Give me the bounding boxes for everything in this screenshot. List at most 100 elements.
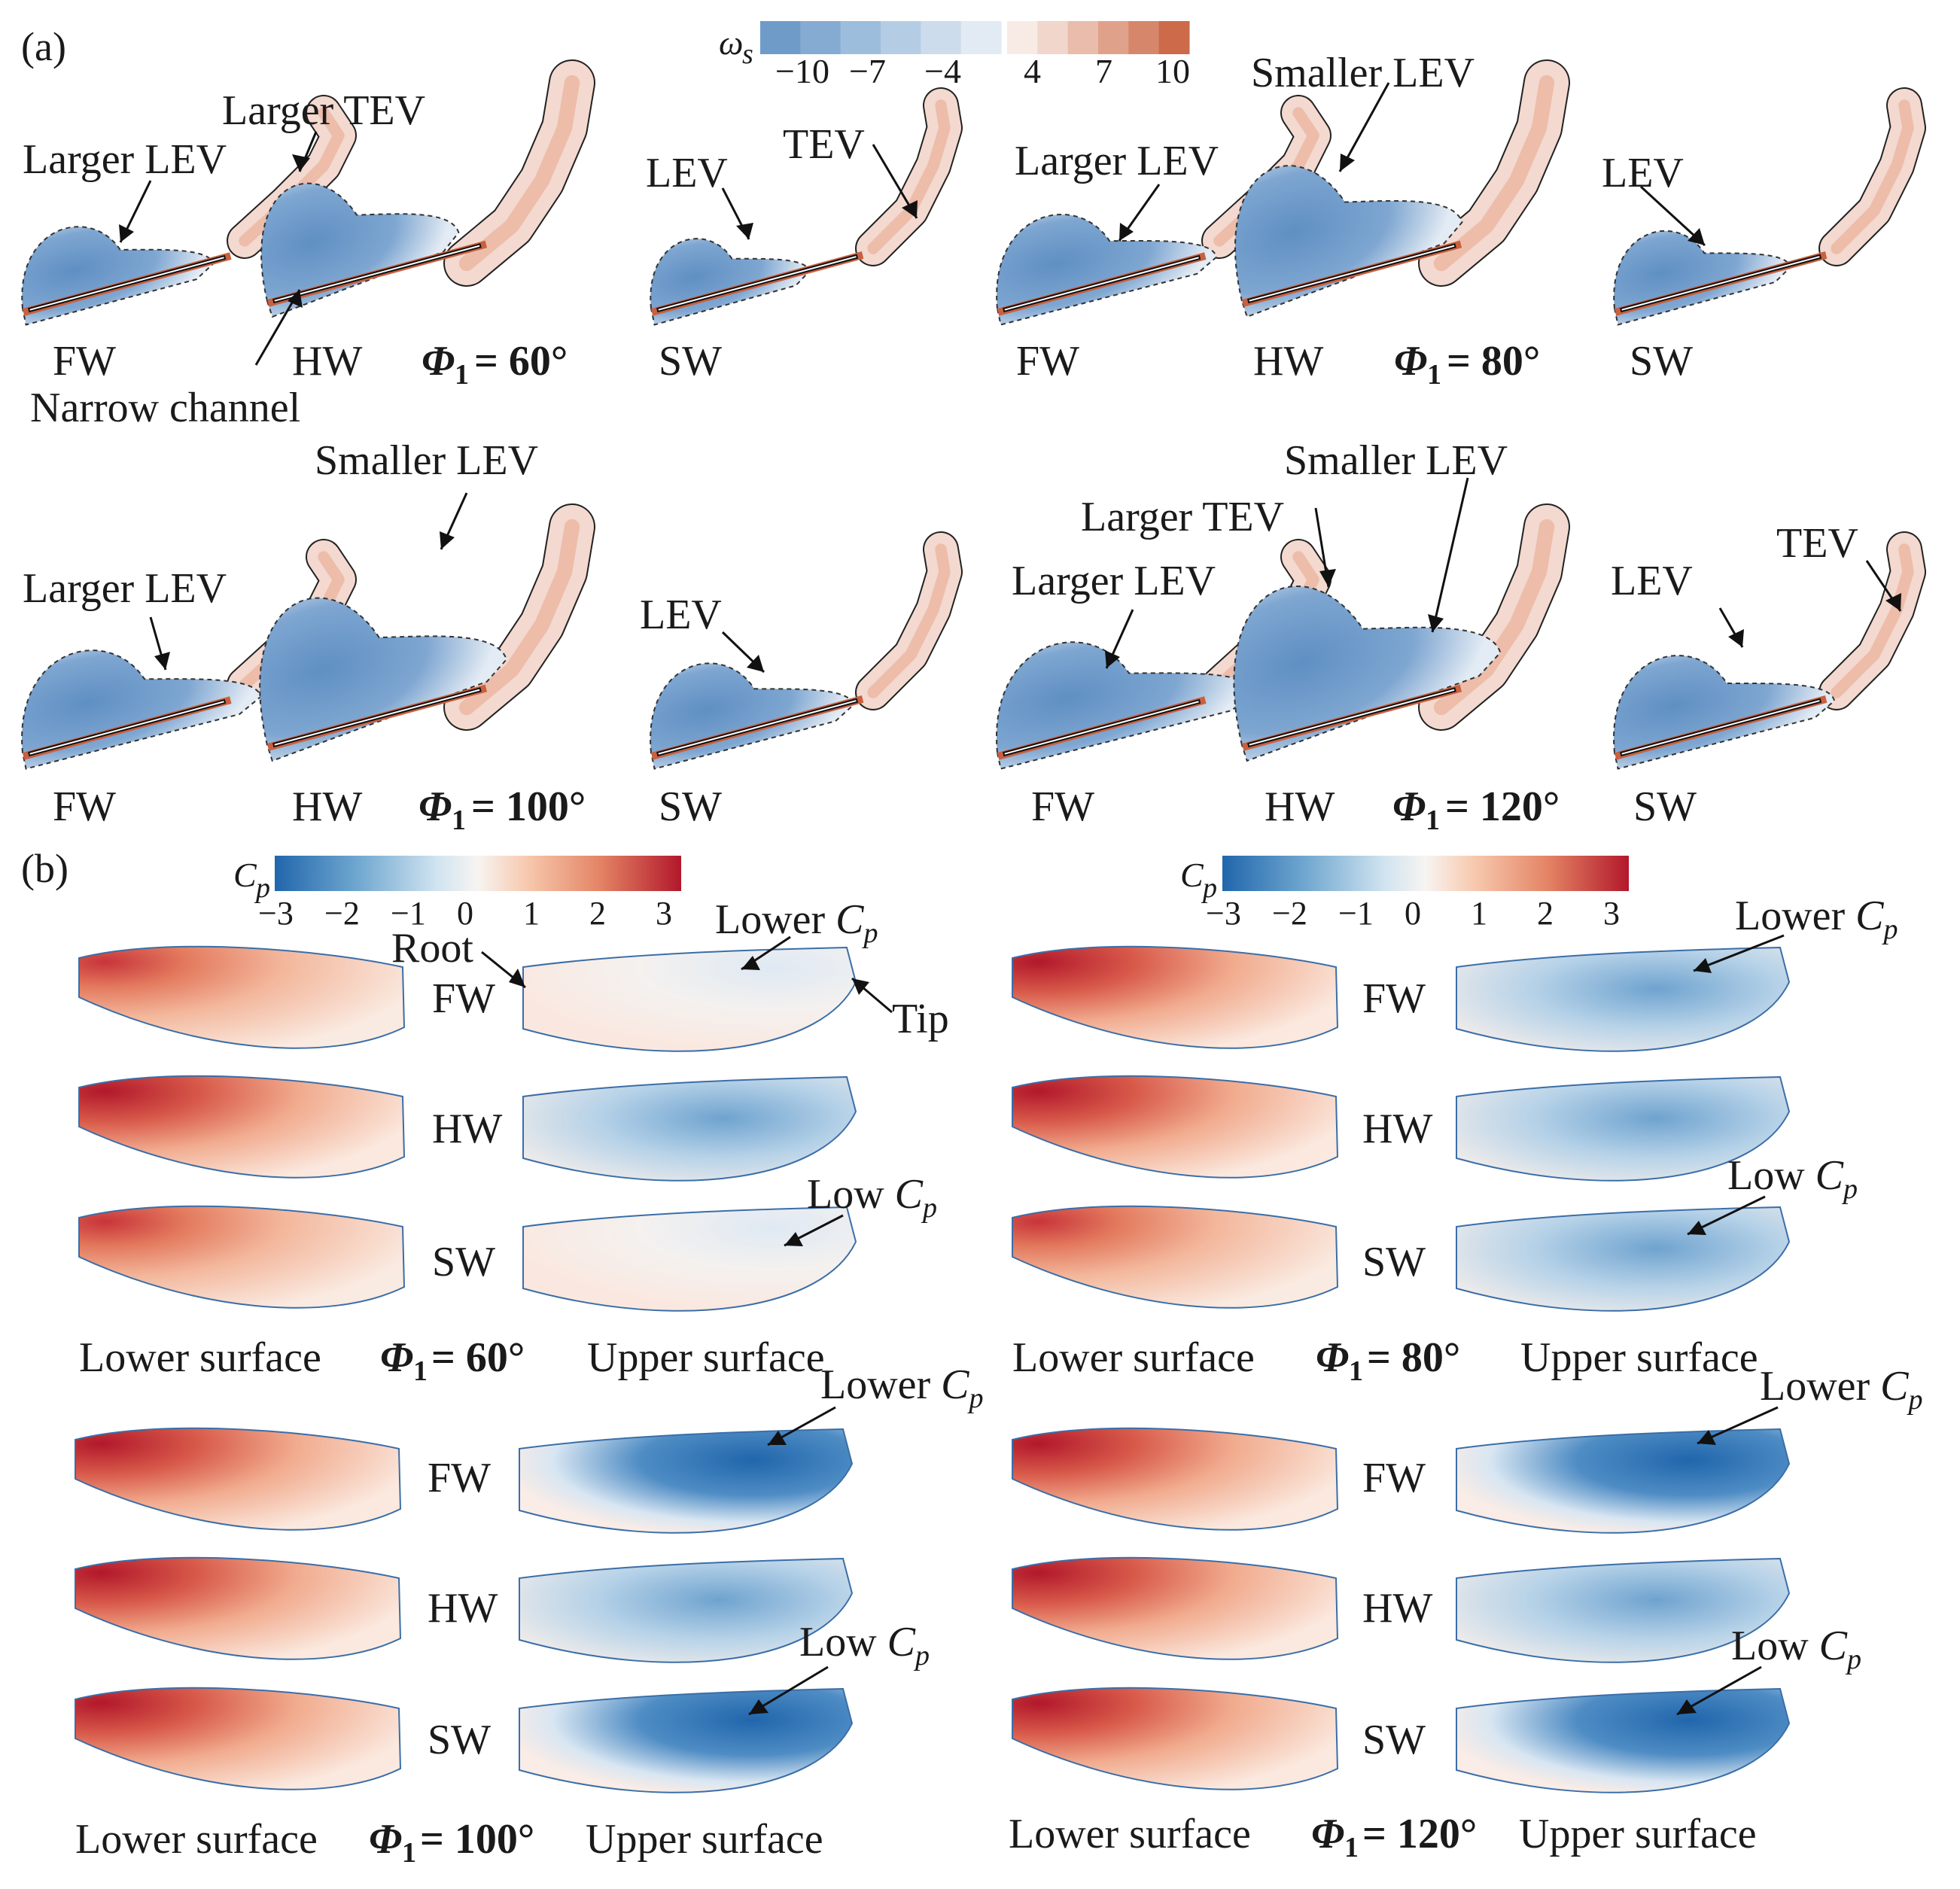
- phi-symbol: Φ: [380, 1334, 413, 1381]
- wing-section: [267, 240, 488, 307]
- tev-plume-core: [1433, 519, 1555, 716]
- phi-angle-120: = 120°: [1362, 1811, 1477, 1857]
- phi-subscript: 1: [413, 1355, 428, 1387]
- cp-colorbar-subscript: p: [254, 872, 270, 904]
- cp-surface-block: [75, 1427, 854, 1793]
- cp-colorbar-gradient: [275, 856, 681, 891]
- wing-chord: [1003, 698, 1201, 757]
- cp-colorbar-tick: 3: [1603, 895, 1620, 932]
- phi-subscript: 1: [1344, 1832, 1359, 1863]
- vortex-panels: [21, 59, 1926, 770]
- label-larger-lev-80: Larger LEV: [1015, 138, 1219, 184]
- vortex-panel: [21, 503, 595, 770]
- phi-symbol: Φ: [369, 1816, 402, 1863]
- wing-chord: [28, 698, 227, 757]
- vorticity-colorbar-cell: [800, 21, 842, 54]
- phi-angle-100: = 100°: [471, 783, 586, 830]
- upper-surface-shape: [522, 1206, 857, 1312]
- vorticity-colorbar-cell: [1067, 21, 1099, 54]
- lower-surface-shape: [78, 945, 406, 1049]
- cp-colorbar-symbol: C: [1180, 856, 1204, 894]
- vortex-panel: [1613, 531, 1926, 770]
- lower-surface-label: Lower surface: [79, 1334, 321, 1381]
- wing-chord: [28, 254, 227, 313]
- phi-subscript: 1: [1427, 359, 1441, 391]
- vortex-panel: [996, 59, 1570, 326]
- label-smaller-lev-100: Smaller LEV: [315, 437, 538, 484]
- label-larger-lev-100: Larger LEV: [23, 565, 227, 612]
- label-larger-lev-60: Larger LEV: [23, 136, 227, 183]
- cp-surface-block: [1012, 945, 1791, 1312]
- phi-symbol: Φ: [1394, 338, 1427, 385]
- tev-plume-core: [1831, 543, 1914, 698]
- phi-symbol: Φ: [1392, 783, 1426, 830]
- hw-label: HW: [428, 1585, 498, 1632]
- label-low-cp: Low Cp: [807, 1171, 937, 1224]
- panel-a-letter: (a): [21, 24, 66, 69]
- label-smaller-lev-120: Smaller LEV: [1284, 437, 1508, 484]
- sw-label: SW: [659, 338, 722, 385]
- vortex-panel: [650, 87, 963, 326]
- phi-symbol: Φ: [418, 783, 452, 830]
- lev-blob: [21, 649, 262, 770]
- phi-subscript: 1: [1426, 805, 1440, 836]
- wing-chord: [1247, 687, 1456, 748]
- lower-surface-label: Lower surface: [75, 1816, 318, 1863]
- upper-surface-shape: [1456, 1687, 1791, 1793]
- phi-symbol: Φ: [1316, 1334, 1349, 1381]
- tev-plume-core: [458, 519, 580, 716]
- fw-label: FW: [53, 338, 116, 385]
- annotation-texts-b: Root Tip: [391, 925, 949, 1042]
- vortex-panel: [1613, 87, 1926, 326]
- lev-region: [259, 597, 508, 762]
- phi-angle-60: = 60°: [474, 338, 568, 385]
- sw-label: SW: [1633, 783, 1697, 830]
- lower-surface-shape: [1012, 945, 1339, 1049]
- phi-symbol: Φ: [422, 338, 455, 385]
- lower-surface-shape: [78, 1075, 406, 1179]
- annotation-arrowheads-b: [509, 956, 1716, 1714]
- lower-surface-label: Lower surface: [1012, 1334, 1255, 1381]
- cp-colorbar-tick: −2: [1272, 895, 1307, 932]
- sw-label: SW: [428, 1717, 491, 1763]
- phi-angle-80: = 80°: [1367, 1334, 1460, 1381]
- wing-chord: [272, 243, 482, 304]
- cp-colorbar-tick: −3: [258, 895, 294, 932]
- cp-colorbar-gradient: [1222, 856, 1629, 891]
- label-low-cp: Low Cp: [1727, 1152, 1858, 1205]
- lev-region: [260, 182, 460, 318]
- sw-label: SW: [1362, 1239, 1426, 1285]
- upper-surface-shape: [1456, 1075, 1791, 1182]
- wing-section: [651, 251, 864, 316]
- tev-plume-core: [1831, 99, 1914, 254]
- wing-chord: [1620, 698, 1822, 757]
- lower-surface-shape: [75, 1427, 402, 1531]
- wing-section: [1615, 251, 1828, 316]
- vortex-panel: [21, 59, 595, 326]
- upper-surface-shape: [522, 1075, 857, 1182]
- upper-surface-label: Upper surface: [1519, 1811, 1757, 1857]
- phi-angle-60: = 60°: [431, 1334, 525, 1381]
- upper-surface-shape: [522, 946, 857, 1052]
- label-lower-cp: Lower Cp: [715, 896, 878, 949]
- label-lev-120-sw: LEV: [1611, 558, 1693, 604]
- tev-plume-core: [458, 75, 580, 272]
- lower-surface-label: Lower surface: [1009, 1811, 1251, 1857]
- fw-label: FW: [1362, 1455, 1426, 1501]
- vorticity-colorbar-cell: [1158, 21, 1190, 54]
- vorticity-colorbar-cell: [1128, 21, 1160, 54]
- vorticity-colorbar-cell: [840, 21, 881, 54]
- vorticity-colorbar-cell: [1037, 21, 1069, 54]
- upper-surface-shape: [519, 1428, 854, 1534]
- cp-colorbar-subscript: p: [1201, 872, 1217, 904]
- wing-chord: [656, 698, 859, 757]
- phi-subscript: 1: [1349, 1355, 1363, 1387]
- lev-region: [21, 649, 262, 770]
- lev-region: [1233, 585, 1502, 762]
- label-tev-60-sw: TEV: [783, 121, 865, 168]
- cp-colorbar-left: C p −3 −2 −1 0 1 2 3: [233, 856, 681, 932]
- vorticity-colorbar-symbol: ω: [719, 23, 743, 62]
- wing-section: [997, 252, 1207, 316]
- label-low-cp: Low Cp: [1731, 1623, 1861, 1675]
- phi-angle-80: = 80°: [1447, 338, 1540, 385]
